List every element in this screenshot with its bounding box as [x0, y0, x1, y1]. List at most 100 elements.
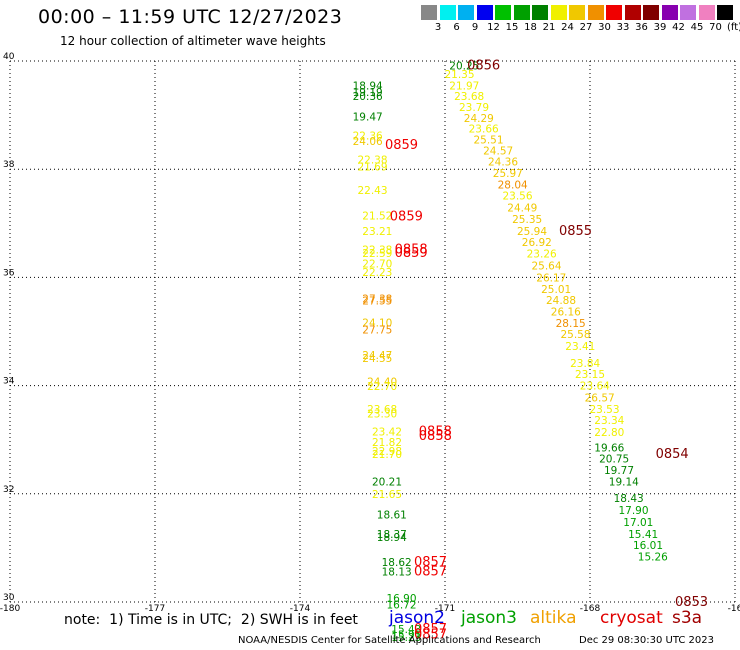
x-tick-label: -16 — [728, 604, 740, 614]
legend-swatch — [717, 5, 733, 20]
x-tick-label: -171 — [435, 604, 455, 614]
legend-label: 24 — [561, 22, 574, 33]
legend-swatch — [439, 5, 456, 20]
wave-height-point: 25.94 — [517, 226, 547, 238]
satellite-label-jason3: jason3 — [461, 608, 517, 628]
wave-height-point: 24.10 — [362, 317, 392, 329]
wave-height-point: 22.59 — [362, 248, 392, 260]
wave-height-point: 20.36 — [353, 91, 383, 103]
legend-swatch — [421, 5, 437, 20]
legend-label: 15 — [505, 22, 519, 33]
legend-label: 9 — [471, 22, 479, 33]
footer-date: Dec 29 08:30:30 UTC 2023 — [579, 635, 714, 646]
footnote: note: 1) Time is in UTC; 2) SWH is in fe… — [64, 612, 358, 628]
wave-height-point: 21.69 — [357, 161, 387, 173]
chart-subtitle: 12 hour collection of altimeter wave hei… — [60, 34, 326, 48]
wave-height-point: 23.53 — [589, 404, 619, 416]
pass-time-label: 0857 — [414, 555, 447, 570]
wave-height-point: 23.26 — [527, 249, 557, 261]
wave-height-point: 22.70 — [367, 381, 397, 393]
wave-height-point: 27.75 — [362, 324, 392, 336]
wave-height-point: 15.43 — [391, 624, 421, 636]
wave-height-point: 23.34 — [594, 415, 624, 427]
legend-swatch — [476, 5, 493, 20]
legend-swatch — [550, 5, 567, 20]
wave-height-point: 26.16 — [551, 306, 581, 318]
wave-height-point: 15.41 — [628, 529, 658, 541]
wave-height-point: 25.01 — [541, 284, 571, 296]
wave-height-point: 22.70 — [362, 258, 392, 270]
wave-height-point: 23.41 — [565, 341, 595, 353]
wave-height-point: 23.21 — [362, 226, 392, 238]
wave-height-point: 22.38 — [357, 154, 387, 166]
legend-label: 27 — [579, 22, 593, 33]
wave-height-point: 16.72 — [386, 600, 416, 612]
legend-label: 42 — [672, 22, 685, 33]
legend-swatch — [532, 5, 548, 20]
footer-credit: NOAA/NESDIS Center for Satellite Applica… — [238, 635, 541, 646]
wave-height-point: 22.98 — [372, 446, 402, 458]
wave-height-point: 19.77 — [604, 465, 634, 477]
wave-height-point: 20.25 — [449, 60, 479, 72]
legend-label: 39 — [653, 22, 667, 33]
wave-height-point: 21.97 — [449, 80, 479, 92]
pass-time-label: 0857 — [414, 565, 447, 580]
wave-height-point: 21.35 — [444, 69, 474, 81]
wave-height-point: 24.55 — [362, 353, 392, 365]
legend-label: 12 — [487, 22, 500, 33]
pass-time-label: 0859 — [395, 246, 428, 261]
wave-height-point: 23.79 — [459, 102, 489, 114]
wave-height-point: 21.70 — [372, 449, 402, 461]
wave-height-point: 25.58 — [560, 329, 590, 341]
wave-height-point: 25.51 — [473, 134, 503, 146]
legend-swatch — [587, 5, 604, 20]
wave-height-point: 24.49 — [507, 203, 537, 215]
pass-time-label: 0853 — [675, 595, 708, 610]
wave-height-point: 23.68 — [367, 404, 397, 416]
wave-height-point: 23.56 — [502, 191, 532, 203]
y-tick-label: 40 — [3, 52, 15, 62]
wave-height-point: 20.21 — [372, 476, 402, 488]
wave-height-point: 23.66 — [469, 124, 499, 136]
legend-swatch — [624, 5, 641, 20]
legend-swatch — [569, 5, 585, 20]
wave-height-point: 23.84 — [570, 358, 600, 370]
wave-height-point: 24.47 — [362, 350, 392, 362]
wave-height-point: 15.91 — [391, 629, 421, 641]
wave-height-point: 28.15 — [556, 318, 586, 330]
wave-height-point: 28.04 — [498, 179, 528, 191]
wave-height-point: 26.57 — [585, 393, 615, 405]
legend-label: 70 — [709, 22, 722, 33]
wave-height-point: 15.23 — [391, 632, 421, 644]
y-tick-label: 34 — [3, 377, 15, 387]
satellite-label-s3a: s3a — [672, 608, 703, 628]
x-tick-label: -168 — [580, 604, 601, 614]
wave-height-point: 18.43 — [614, 493, 644, 505]
legend-label: 3 — [434, 22, 442, 33]
wave-height-point: 19.66 — [594, 442, 624, 454]
wave-height-point: 27.55 — [362, 296, 392, 308]
satellite-label-jason2: jason2 — [389, 608, 445, 628]
wave-height-point: 26.17 — [536, 272, 566, 284]
wave-height-point: 21.82 — [372, 437, 402, 449]
pass-time-label: 0854 — [656, 447, 689, 462]
wave-height-point: 16.01 — [633, 540, 663, 552]
wave-height-point: 19.14 — [609, 476, 639, 488]
legend-label: 6 — [453, 22, 460, 33]
legend-swatch — [643, 5, 659, 20]
y-tick-label: 32 — [3, 485, 14, 495]
wave-height-point: 26.92 — [522, 237, 552, 249]
pass-time-label: 0858 — [395, 242, 428, 257]
wave-height-point: 18.94 — [377, 532, 407, 544]
wave-height-point: 22.36 — [353, 131, 383, 143]
legend-swatch — [698, 5, 715, 20]
satellite-label-cryosat: cryosat — [600, 608, 663, 628]
x-tick-label: -177 — [145, 604, 165, 614]
y-tick-label: 38 — [3, 160, 15, 170]
wave-height-point: 25.64 — [531, 260, 561, 272]
wave-height-point: 24.40 — [367, 376, 397, 388]
pass-time-label: 0859 — [385, 138, 418, 153]
chart-title: 00:00 – 11:59 UTC 12/27/2023 — [38, 6, 343, 28]
